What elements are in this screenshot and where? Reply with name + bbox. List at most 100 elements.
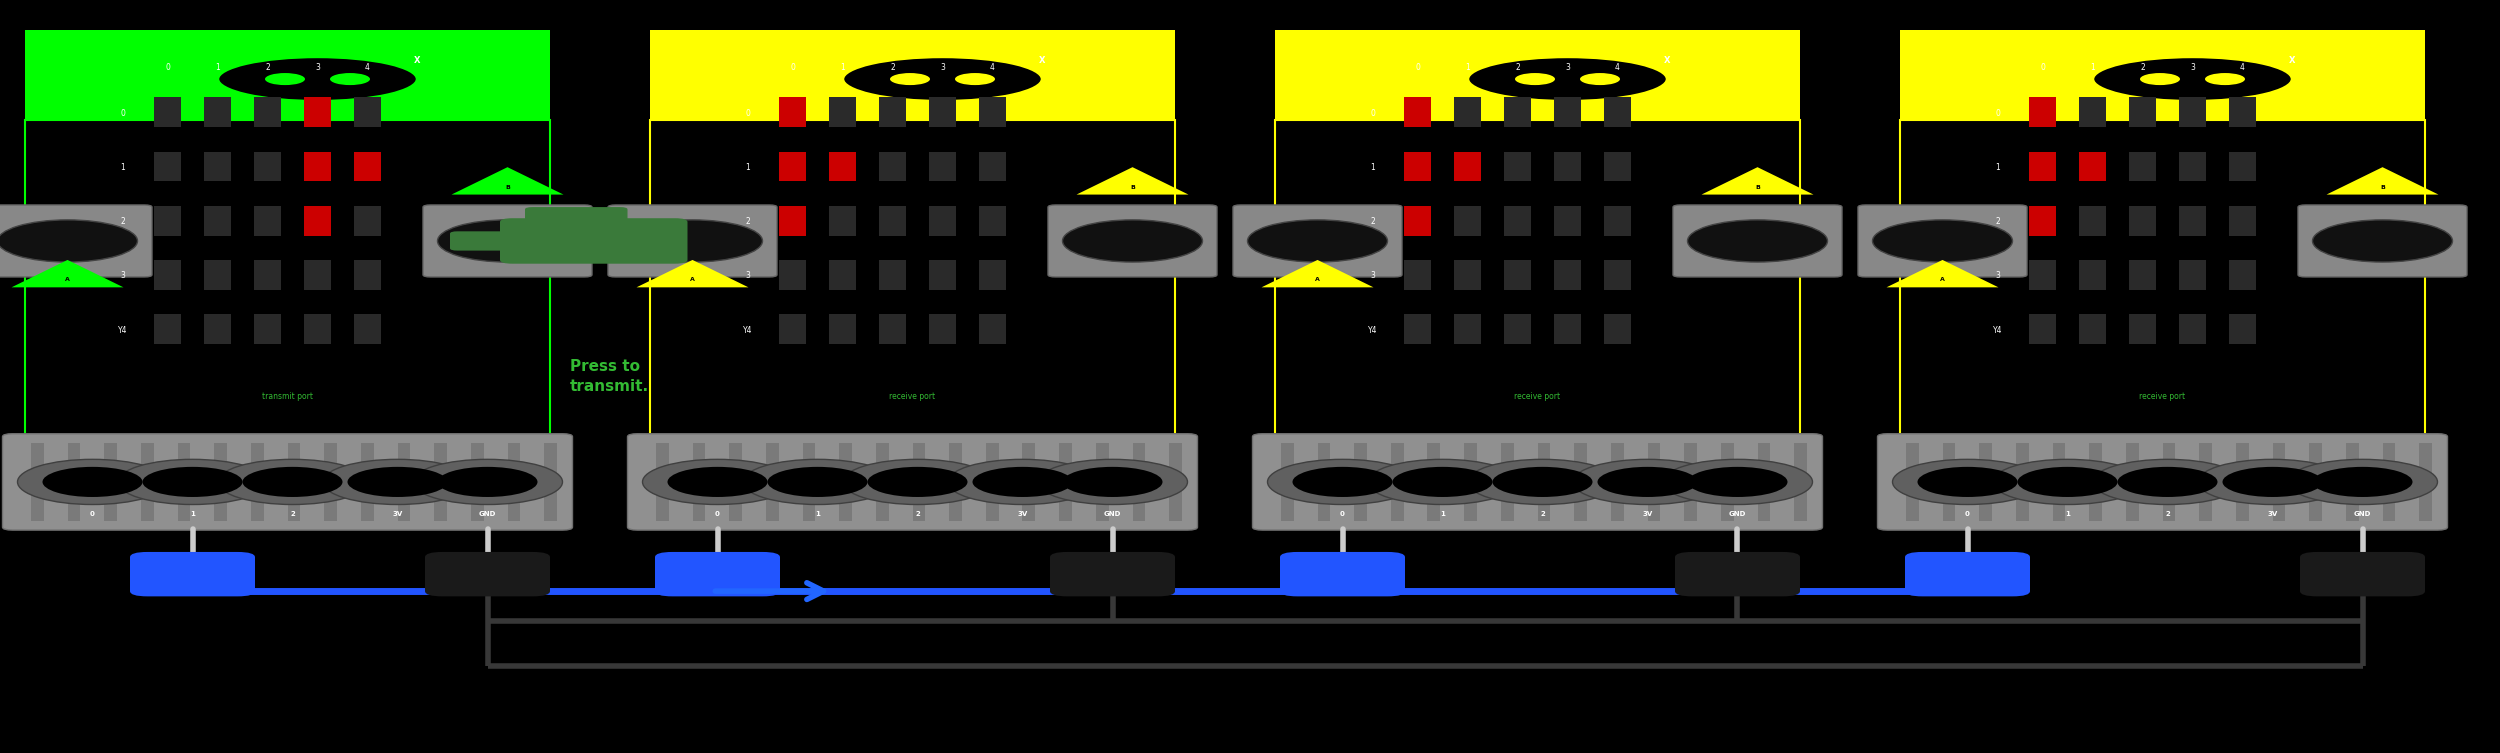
Bar [980, 260, 1005, 290]
Bar [985, 443, 998, 521]
Text: 0: 0 [90, 511, 95, 517]
FancyBboxPatch shape [2, 434, 572, 530]
Bar [1280, 443, 1292, 521]
Text: 3: 3 [940, 63, 945, 72]
Bar [2310, 443, 2322, 521]
Bar [1605, 97, 1632, 127]
Text: A: A [690, 277, 695, 282]
Text: receive port: receive port [1515, 392, 1560, 401]
Circle shape [438, 467, 538, 497]
Text: GND: GND [1730, 511, 1745, 517]
Bar [2382, 443, 2395, 521]
Bar [2130, 97, 2155, 127]
Bar [1980, 443, 1992, 521]
Bar [1905, 443, 1918, 521]
Bar [30, 443, 42, 521]
Circle shape [622, 220, 762, 262]
Polygon shape [1888, 260, 1998, 288]
Polygon shape [1078, 167, 1188, 194]
Circle shape [1248, 220, 1388, 262]
Circle shape [322, 459, 472, 505]
FancyBboxPatch shape [1275, 120, 1800, 437]
Bar [2030, 97, 2055, 127]
Circle shape [265, 73, 305, 85]
Circle shape [1515, 73, 1555, 85]
Polygon shape [1045, 30, 1130, 120]
Text: 4: 4 [2240, 63, 2245, 72]
Polygon shape [1538, 30, 1622, 120]
FancyBboxPatch shape [628, 434, 1198, 530]
Circle shape [1368, 459, 1517, 505]
Bar [1427, 443, 1440, 521]
Circle shape [1038, 459, 1188, 505]
FancyBboxPatch shape [0, 205, 152, 277]
Polygon shape [288, 30, 372, 120]
Bar [1648, 443, 1660, 521]
Bar [2080, 260, 2105, 290]
Bar [2052, 443, 2065, 521]
Text: 0: 0 [1965, 511, 1970, 517]
Bar [1575, 443, 1588, 521]
Text: X: X [2290, 56, 2295, 65]
Bar [205, 151, 230, 181]
Text: X: X [415, 56, 420, 65]
Circle shape [348, 467, 448, 497]
Text: receive port: receive port [890, 392, 935, 401]
Polygon shape [1275, 30, 1360, 120]
Circle shape [2312, 467, 2412, 497]
Text: GND: GND [2355, 511, 2370, 517]
Text: 1: 1 [815, 511, 820, 517]
Circle shape [867, 467, 968, 497]
Circle shape [2205, 73, 2245, 85]
Polygon shape [12, 260, 123, 288]
Bar [830, 314, 855, 344]
Bar [2030, 314, 2055, 344]
Bar [1318, 443, 1330, 521]
Bar [2180, 206, 2208, 236]
Text: 2: 2 [1540, 511, 1545, 517]
Text: B: B [1755, 184, 1760, 190]
Polygon shape [2030, 30, 2118, 120]
Bar [1455, 97, 1480, 127]
Bar [1758, 443, 1770, 521]
Bar [1605, 314, 1632, 344]
Bar [1060, 443, 1072, 521]
Circle shape [1393, 467, 1492, 497]
Circle shape [18, 459, 168, 505]
Text: 4: 4 [365, 63, 370, 72]
Text: 2: 2 [1515, 63, 1520, 72]
Circle shape [1662, 459, 1812, 505]
Text: 3V: 3V [1642, 511, 1652, 517]
Text: X: X [1665, 56, 1670, 65]
Text: 3: 3 [1370, 271, 1375, 280]
Bar [1555, 314, 1582, 344]
Text: 1: 1 [1440, 511, 1445, 517]
FancyBboxPatch shape [1672, 205, 1842, 277]
Bar [930, 97, 955, 127]
Circle shape [972, 467, 1072, 497]
Bar [215, 443, 227, 521]
Bar [2230, 151, 2258, 181]
Bar [780, 206, 805, 236]
Bar [912, 443, 925, 521]
Circle shape [1062, 467, 1162, 497]
Bar [1405, 314, 1430, 344]
FancyBboxPatch shape [25, 30, 550, 437]
Bar [1555, 97, 1582, 127]
Bar [205, 206, 230, 236]
Polygon shape [638, 260, 748, 288]
Circle shape [2312, 220, 2452, 262]
Bar [140, 443, 152, 521]
Circle shape [1468, 459, 1618, 505]
FancyBboxPatch shape [450, 231, 528, 251]
Text: Y4: Y4 [1992, 325, 2002, 334]
Bar [880, 97, 908, 127]
Bar [655, 443, 668, 521]
Text: receive port: receive port [2140, 392, 2185, 401]
Circle shape [742, 459, 892, 505]
Polygon shape [1262, 260, 1372, 288]
Bar [1605, 206, 1632, 236]
FancyBboxPatch shape [2298, 205, 2468, 277]
Bar [355, 151, 382, 181]
Polygon shape [1703, 167, 1812, 194]
